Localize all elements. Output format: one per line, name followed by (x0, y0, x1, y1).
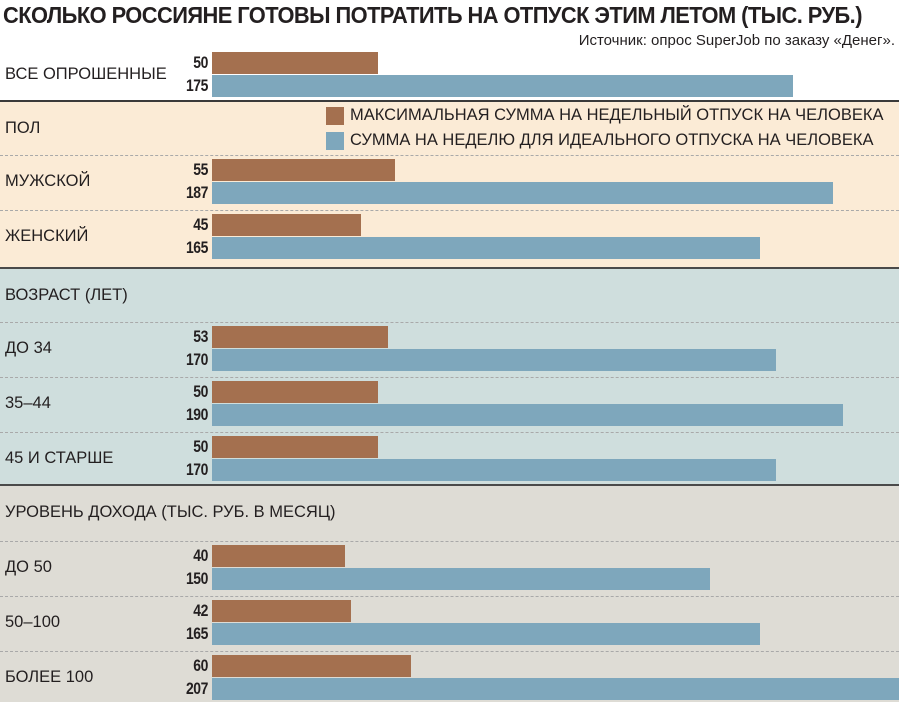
value-label-max: 50 (193, 437, 208, 456)
value-label-ideal: 165 (185, 623, 208, 643)
bar-ideal (212, 236, 760, 259)
bar-ideal (212, 74, 793, 97)
value-label-max: 42 (193, 601, 208, 620)
group-age-section (0, 267, 899, 484)
bar-max (212, 545, 345, 567)
bar-ideal (212, 348, 777, 371)
row-divider (0, 322, 899, 323)
group-label: ВОЗРАСТ (ЛЕТ) (5, 286, 128, 304)
value-label-ideal: 207 (185, 678, 208, 698)
bar-ideal (212, 567, 710, 590)
value-label-ideal: 190 (185, 404, 208, 424)
row-divider (0, 377, 899, 378)
bar-max (212, 381, 378, 403)
value-label-max: 53 (193, 327, 208, 346)
bar-ideal (212, 622, 760, 645)
value-label-max: 55 (193, 160, 208, 179)
legend-swatch-max (326, 106, 344, 125)
row-label: ДО 34 (5, 338, 52, 357)
group-label: УРОВЕНЬ ДОХОДА (ТЫС. РУБ. В МЕСЯЦ) (5, 503, 336, 521)
row-label: БОЛЕЕ 100 (5, 667, 94, 686)
row-divider (0, 155, 899, 156)
bar-ideal (212, 181, 833, 204)
value-label-max: 40 (193, 546, 208, 565)
group-income-section (0, 484, 899, 702)
row-divider (0, 432, 899, 433)
bar-max (212, 600, 352, 622)
bar-max (212, 52, 378, 74)
group-label: ПОЛ (5, 119, 41, 137)
value-label-max: 50 (193, 382, 208, 401)
source-note: Источник: опрос SuperJob по заказу «Дене… (578, 32, 895, 49)
legend-swatch-ideal (326, 131, 344, 150)
value-label-ideal: 165 (185, 237, 208, 257)
legend-label-max: МАКСИМАЛЬНАЯ СУММА НА НЕДЕЛЬНЫЙ ОТПУСК Н… (350, 106, 884, 124)
value-label-ideal: 170 (185, 349, 208, 369)
row-divider (0, 541, 899, 542)
row-label: 50–100 (5, 612, 61, 631)
value-label-ideal: 175 (185, 75, 208, 95)
value-label-ideal: 150 (185, 568, 208, 588)
value-label-ideal: 170 (185, 459, 208, 479)
value-label-ideal: 187 (185, 182, 208, 202)
bar-max (212, 159, 395, 181)
bar-ideal (212, 403, 843, 426)
row-label: 45 И СТАРШЕ (5, 448, 114, 467)
bar-max (212, 214, 362, 236)
value-label-max: 45 (193, 215, 208, 234)
row-label: ДО 50 (5, 557, 52, 576)
row-label: 35–44 (5, 393, 51, 412)
bar-max (212, 655, 412, 677)
row-label: ВСЕ ОПРОШЕННЫЕ (5, 64, 167, 83)
value-label-max: 60 (193, 656, 208, 675)
value-label-max: 50 (193, 53, 208, 72)
bar-max (212, 326, 388, 348)
row-divider (0, 651, 899, 652)
legend-item-ideal: СУММА НА НЕДЕЛЮ ДЛЯ ИДЕАЛЬНОГО ОТПУСКА Н… (326, 128, 883, 153)
bar-max (212, 436, 378, 458)
bar-ideal (212, 677, 899, 700)
row-label: ЖЕНСКИЙ (5, 226, 89, 245)
row-label: МУЖСКОЙ (5, 171, 91, 190)
legend-label-ideal: СУММА НА НЕДЕЛЮ ДЛЯ ИДЕАЛЬНОГО ОТПУСКА Н… (350, 131, 874, 149)
legend-item-max: МАКСИМАЛЬНАЯ СУММА НА НЕДЕЛЬНЫЙ ОТПУСК Н… (326, 103, 883, 128)
row-divider (0, 210, 899, 211)
legend: МАКСИМАЛЬНАЯ СУММА НА НЕДЕЛЬНЫЙ ОТПУСК Н… (326, 103, 883, 153)
row-divider (0, 596, 899, 597)
chart-title: СКОЛЬКО РОССИЯНЕ ГОТОВЫ ПОТРАТИТЬ НА ОТП… (3, 2, 862, 28)
bar-ideal (212, 458, 777, 481)
